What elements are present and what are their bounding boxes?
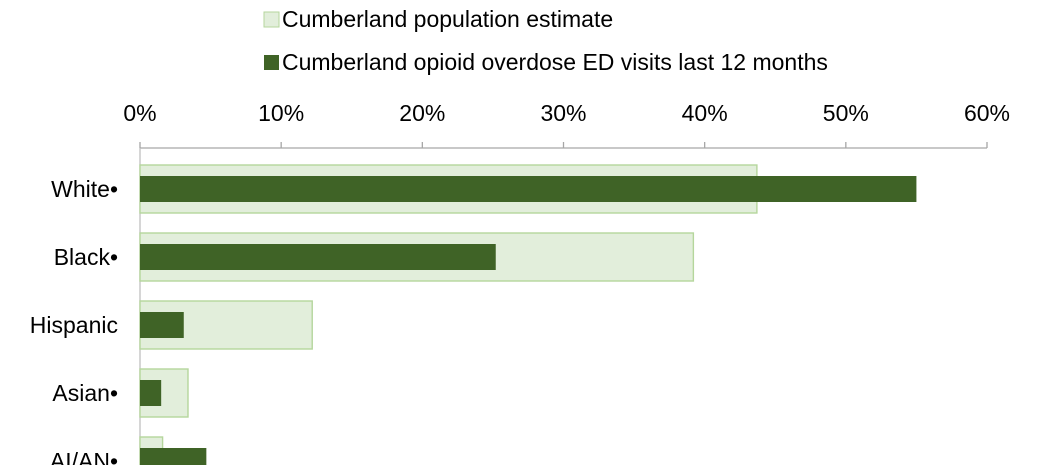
x-tick-label: 20% bbox=[399, 100, 445, 126]
x-axis: 0% 10% 20% 30% 40% 50% 60% bbox=[123, 100, 1010, 465]
x-tick-label: 30% bbox=[540, 100, 586, 126]
bar-ed-visits bbox=[140, 176, 917, 202]
x-tick-label: 50% bbox=[823, 100, 869, 126]
legend-label-population: Cumberland population estimate bbox=[282, 6, 613, 32]
x-tick-label: 60% bbox=[964, 100, 1010, 126]
legend: Cumberland population estimate Cumberlan… bbox=[263, 6, 828, 75]
bar-ed-visits bbox=[140, 448, 207, 465]
category-label: Asian• bbox=[52, 380, 118, 406]
bar-ed-visits bbox=[140, 312, 184, 338]
category-label: AI/AN• bbox=[50, 448, 118, 465]
x-tick-label: 10% bbox=[258, 100, 304, 126]
bars bbox=[139, 164, 917, 465]
legend-swatch-population bbox=[263, 11, 280, 28]
bar-ed-visits bbox=[140, 244, 496, 270]
category-label: Hispanic bbox=[30, 312, 118, 338]
category-label: White• bbox=[51, 176, 118, 202]
category-label: Black• bbox=[54, 244, 118, 270]
bar-ed-visits bbox=[140, 380, 162, 406]
category-labels: White• Black• Hispanic Asian• AI/AN• bbox=[30, 176, 118, 465]
x-tick-label: 40% bbox=[682, 100, 728, 126]
legend-swatch-ed-visits bbox=[264, 55, 279, 70]
x-tick-label: 0% bbox=[123, 100, 156, 126]
legend-label-ed-visits: Cumberland opioid overdose ED visits las… bbox=[282, 49, 828, 75]
